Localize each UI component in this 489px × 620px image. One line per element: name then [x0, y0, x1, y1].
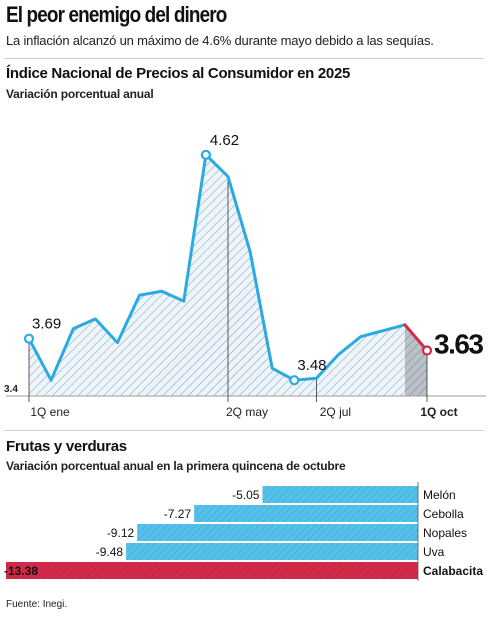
- y-tick-label: 3.4: [4, 384, 18, 395]
- bar-4: [6, 562, 418, 579]
- data-label-3: 3.63: [434, 329, 483, 360]
- data-label-2: 3.48: [297, 357, 326, 374]
- produce-bar-chart: -5.05 Melón -7.27 Cebolla -9.12 Nopales -9.48 U…: [4, 482, 483, 581]
- line-chart-title: Índice Nacional de Precios al Consumidor…: [6, 65, 351, 82]
- divider-middle: [4, 430, 484, 431]
- deck: La inflación alcanzó un máximo de 4.6% d…: [6, 33, 434, 48]
- series-line: [27, 153, 407, 382]
- bar-category-2: Nopales: [423, 526, 467, 540]
- tick-label-2: 2Q jul: [320, 405, 351, 419]
- bar-value-3: -9.48: [96, 545, 124, 559]
- bar-0: [262, 486, 418, 503]
- area-fill-highlight: [404, 324, 427, 396]
- point-marker-3: [421, 345, 433, 356]
- bar-category-4: Calabacita: [423, 564, 483, 578]
- bar-value-2: -9.12: [107, 526, 135, 540]
- area-fill: [29, 154, 405, 396]
- data-label-0: 3.69: [32, 316, 61, 333]
- tick-label-3: 1Q oct: [420, 405, 457, 419]
- bar-value-1: -7.27: [164, 507, 192, 521]
- headline: El peor enemigo del dinero: [6, 2, 227, 27]
- point-marker-1: [200, 149, 211, 160]
- bar-category-0: Melón: [423, 488, 456, 502]
- tick-label-0: 1Q ene: [30, 405, 70, 419]
- bar-2: [137, 524, 419, 541]
- bar-chart-subtitle: Variación porcentual anual en la primera…: [6, 459, 346, 473]
- bar-3: [126, 543, 418, 560]
- line-chart-subtitle: Variación porcentual anual: [6, 87, 154, 101]
- source-note: Fuente: Inegi.: [6, 599, 68, 610]
- inflation-line-chart: 1Q ene 2Q may 2Q jul 1Q oct 3.4 3.69 4.62 3.48 3…: [4, 132, 486, 419]
- bar-1: [194, 505, 418, 522]
- bar-chart-title: Frutas y verduras: [6, 438, 127, 455]
- data-label-1: 4.62: [210, 132, 239, 149]
- bar-value-0: -5.05: [232, 488, 260, 502]
- bar-category-1: Cebolla: [423, 507, 464, 521]
- bar-category-3: Uva: [423, 545, 445, 559]
- point-marker-2: [289, 375, 300, 386]
- tick-label-1: 2Q may: [226, 405, 268, 419]
- divider-top: [4, 58, 484, 59]
- bar-value-4: -13.38: [4, 564, 38, 578]
- point-marker-0: [23, 333, 35, 344]
- series-line-highlight: [403, 323, 429, 353]
